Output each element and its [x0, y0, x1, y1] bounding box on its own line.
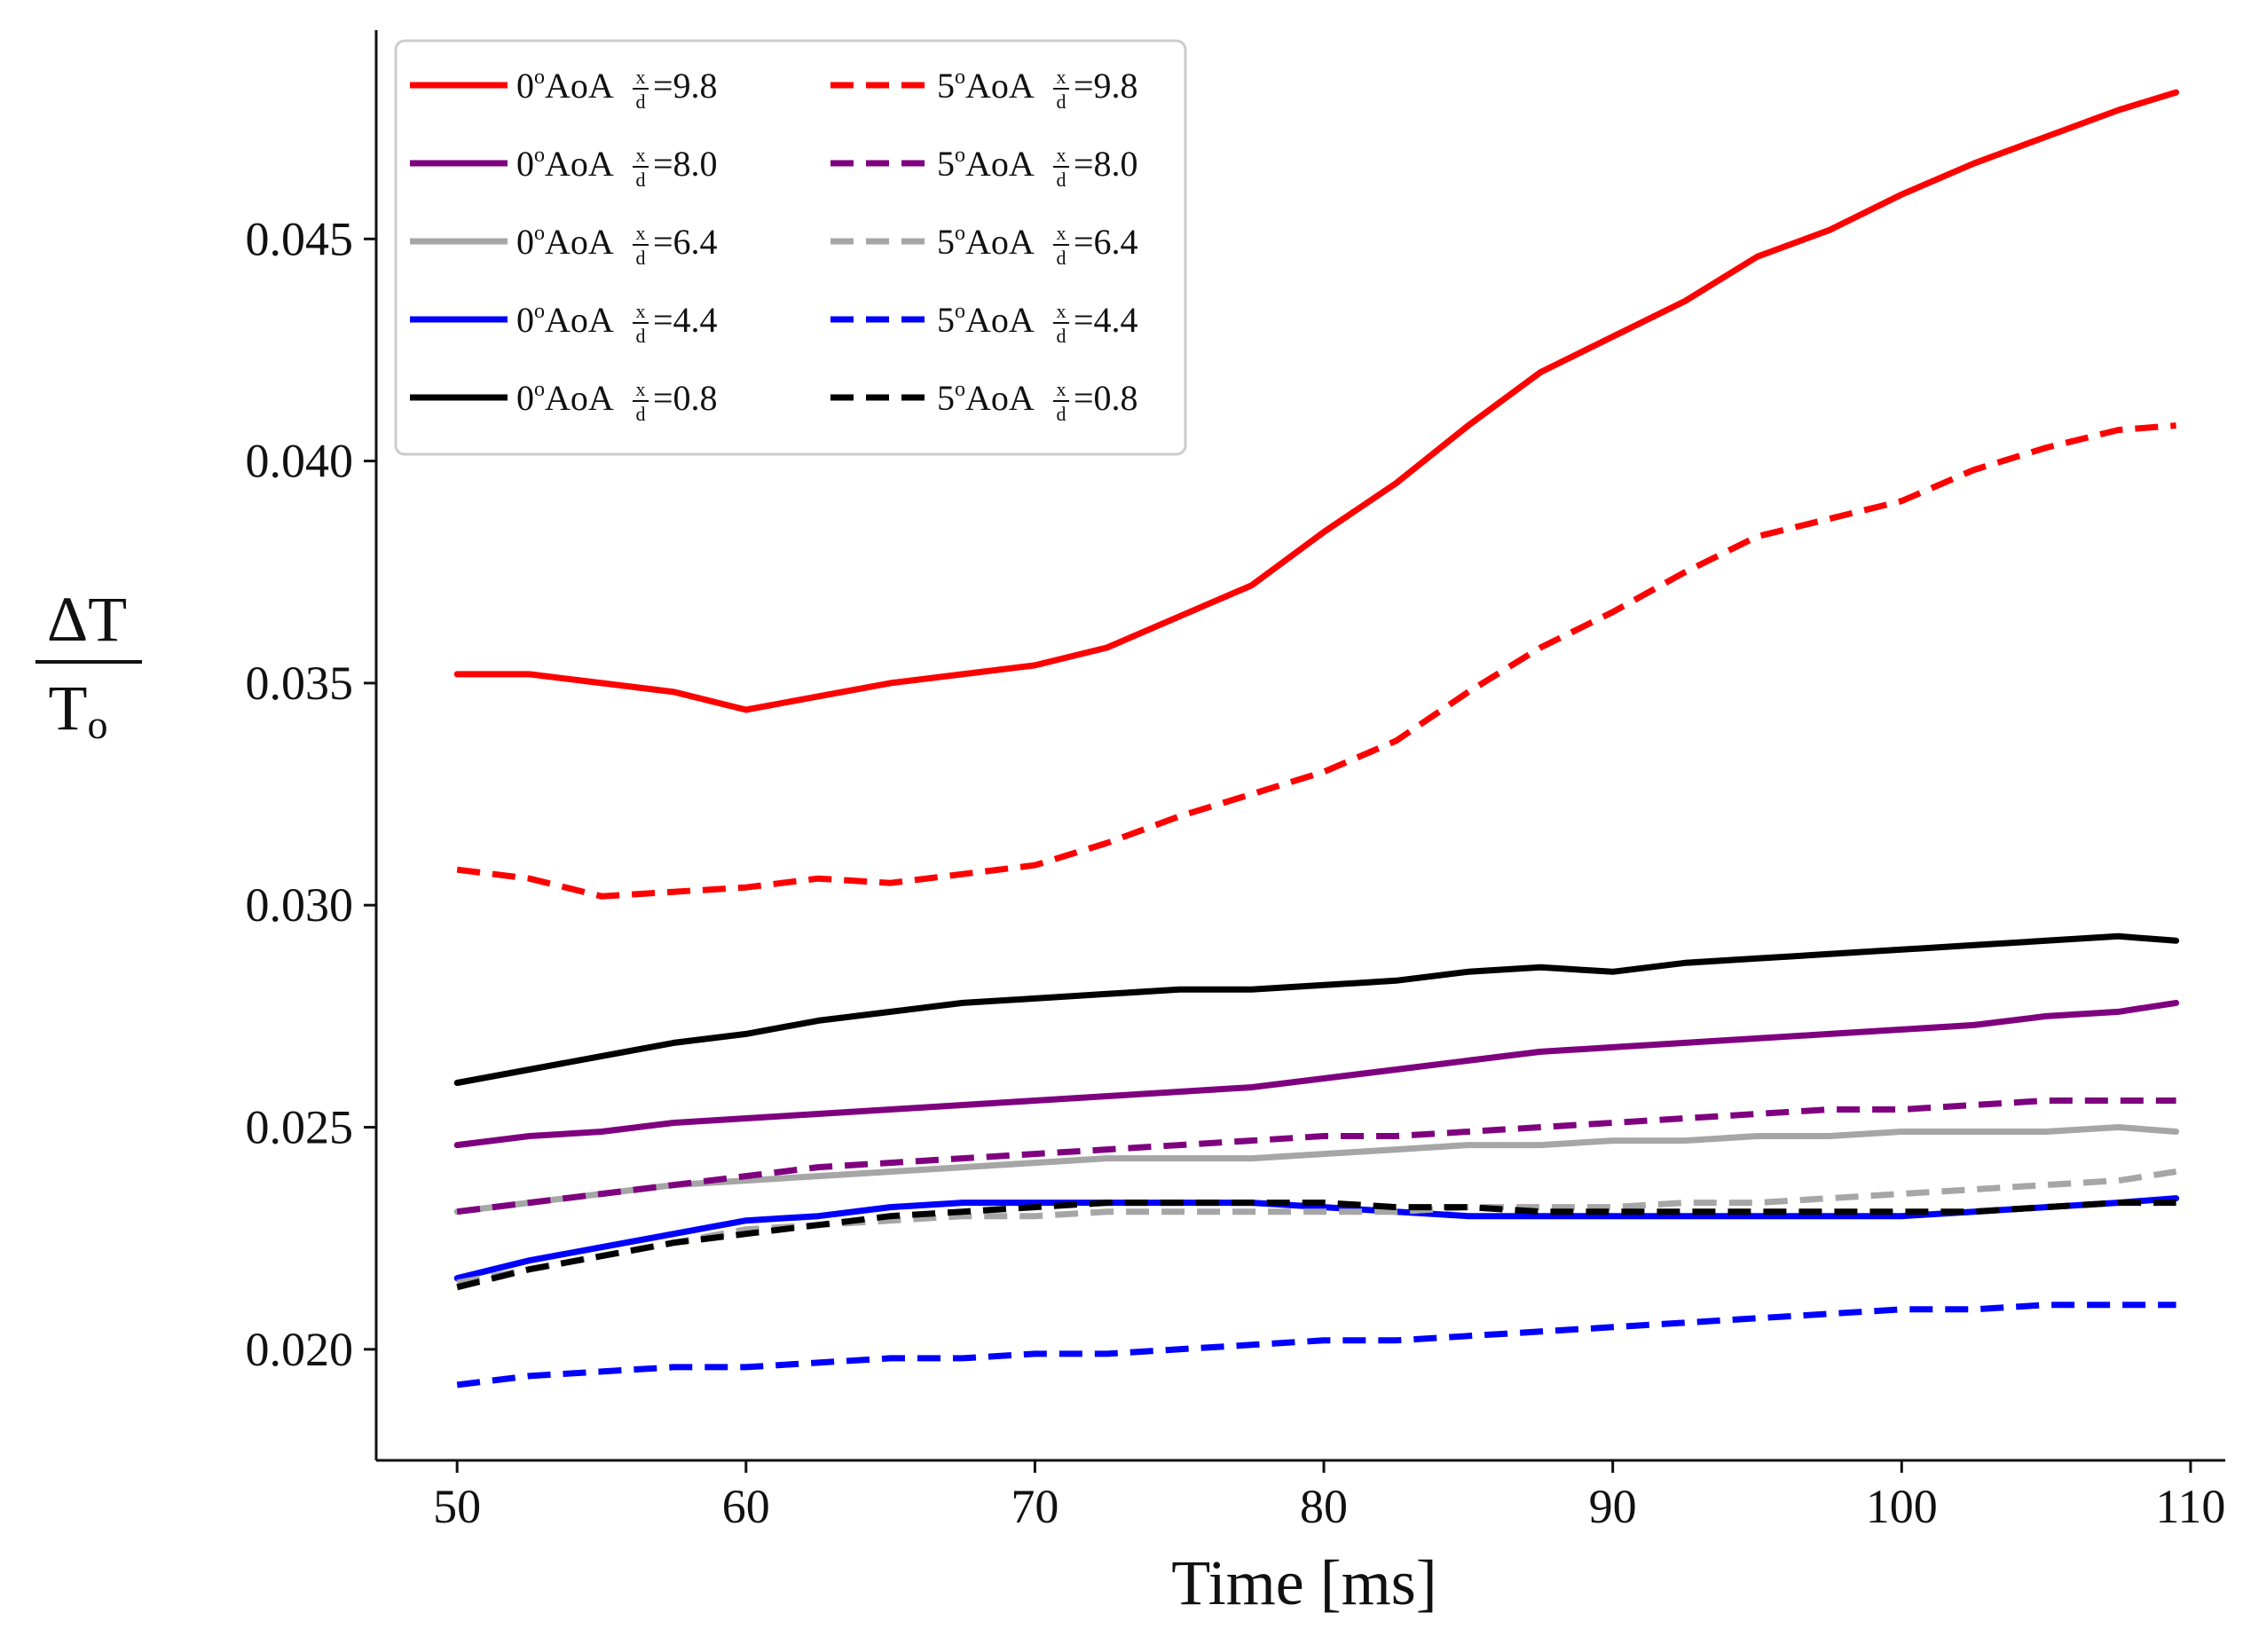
- y-tick-label: 0.030: [246, 878, 354, 932]
- legend-frac-den: d: [1057, 247, 1066, 269]
- y-tick-label: 0.040: [246, 435, 354, 488]
- y-tick-label: 0.020: [246, 1323, 354, 1376]
- legend-label: 5oAoA: [937, 300, 1035, 340]
- x-tick-label: 100: [1866, 1480, 1938, 1533]
- legend-label: 0oAoA: [516, 66, 614, 106]
- legend-frac-den: d: [636, 325, 646, 347]
- series-layer: [453, 89, 2180, 1388]
- x-tick-label: 80: [1300, 1480, 1348, 1533]
- legend-frac-den: d: [636, 247, 646, 269]
- x-tick-label: 110: [2155, 1480, 2225, 1533]
- x-axis-title: Time [ms]: [1171, 1547, 1436, 1618]
- series-line-aoa0-xd-0-8: [453, 932, 2180, 1086]
- legend-entry: 0oAoA xd =6.4: [516, 222, 718, 269]
- legend-label: 0oAoA: [516, 378, 614, 418]
- legend-frac-num: x: [636, 300, 646, 322]
- legend-label: 0oAoA: [516, 222, 614, 262]
- legend-frac-num: x: [1057, 300, 1066, 322]
- legend-entry: 5oAoA xd =0.8: [937, 378, 1138, 425]
- legend-frac-num: x: [1057, 144, 1066, 166]
- legend-value: =6.4: [653, 222, 718, 262]
- series-line-aoa5-xd-8-0: [456, 1097, 2176, 1215]
- legend-frac-num: x: [1057, 222, 1066, 244]
- x-tick-label: 70: [1011, 1480, 1059, 1533]
- series-line-aoa0-xd-9-8: [453, 89, 2180, 713]
- legend-entry: 5oAoA xd =6.4: [937, 222, 1138, 269]
- series-line-aoa5-xd-9-8: [456, 422, 2176, 900]
- series-line-aoa5-xd-4-4: [456, 1302, 2176, 1388]
- legend-entry: 0oAoA xd =9.8: [516, 66, 718, 113]
- legend-entry: 5oAoA xd =8.0: [937, 144, 1138, 191]
- legend-label: 5oAoA: [937, 222, 1035, 262]
- legend-value: =9.8: [1074, 66, 1138, 106]
- y-axis-title-denominator: To: [49, 673, 108, 747]
- x-tick-label: 50: [433, 1480, 481, 1533]
- legend-label: 0oAoA: [516, 144, 614, 184]
- legend-frac-den: d: [636, 403, 646, 425]
- legend-frac-num: x: [636, 66, 646, 88]
- legend-frac-num: x: [636, 378, 646, 400]
- legend-frac-num: x: [1057, 378, 1066, 400]
- legend-value: =6.4: [1074, 222, 1138, 262]
- legend-frac-num: x: [636, 144, 646, 166]
- series-line-aoa5-xd-0-8: [456, 1200, 2176, 1291]
- legend-label: 5oAoA: [937, 144, 1035, 184]
- series-line-aoa0-xd-4-4: [453, 1195, 2180, 1282]
- legend-value: =0.8: [1074, 378, 1138, 418]
- legend-value: =0.8: [653, 378, 718, 418]
- series-line-aoa5-xd-6-4: [456, 1168, 2177, 1286]
- legend-entry: 5oAoA xd =9.8: [937, 66, 1138, 113]
- legend-frac-den: d: [1057, 169, 1066, 191]
- legend-frac-den: d: [1057, 325, 1066, 347]
- legend-frac-den: d: [636, 169, 646, 191]
- legend-value: =4.4: [1074, 300, 1138, 340]
- legend-frame: [394, 39, 1187, 456]
- series-line-aoa0-xd-8-0: [453, 999, 2180, 1149]
- legend-frac-den: d: [636, 90, 646, 113]
- legend-value: =4.4: [653, 300, 718, 340]
- legend-frac-num: x: [1057, 66, 1066, 88]
- ticks-layer: 50 60 70 80 90 100 110 0.020 0.025 0.030 0.035 0.04…: [246, 212, 2226, 1533]
- legend-value: =9.8: [653, 66, 718, 106]
- legend-frac-den: d: [1057, 90, 1066, 113]
- y-tick-label: 0.025: [246, 1101, 354, 1154]
- legend-value: =8.0: [1074, 144, 1138, 184]
- legend-frac-den: d: [1057, 403, 1066, 425]
- legend-frac-num: x: [636, 222, 646, 244]
- series-line-aoa0-xd-6-4: [453, 1124, 2180, 1215]
- legend-value: =8.0: [653, 144, 718, 184]
- legend-label: 5oAoA: [937, 66, 1035, 106]
- legend-entry: 0oAoA xd =4.4: [516, 300, 718, 347]
- y-axis-title-numerator: ΔT: [47, 584, 127, 655]
- axes-layer: [374, 30, 2225, 1462]
- legend-label: 0oAoA: [516, 300, 614, 340]
- legend-label: 5oAoA: [937, 378, 1035, 418]
- y-axis-title: ΔT To: [35, 584, 142, 747]
- legend-entry: 5oAoA xd =4.4: [937, 300, 1138, 347]
- x-tick-label: 60: [722, 1480, 770, 1533]
- y-tick-label: 0.035: [246, 657, 354, 710]
- legend-entry: 0oAoA xd =8.0: [516, 144, 718, 191]
- y-tick-label: 0.045: [246, 212, 354, 265]
- legend-entry: 0oAoA xd =0.8: [516, 378, 718, 425]
- x-tick-label: 90: [1589, 1480, 1637, 1533]
